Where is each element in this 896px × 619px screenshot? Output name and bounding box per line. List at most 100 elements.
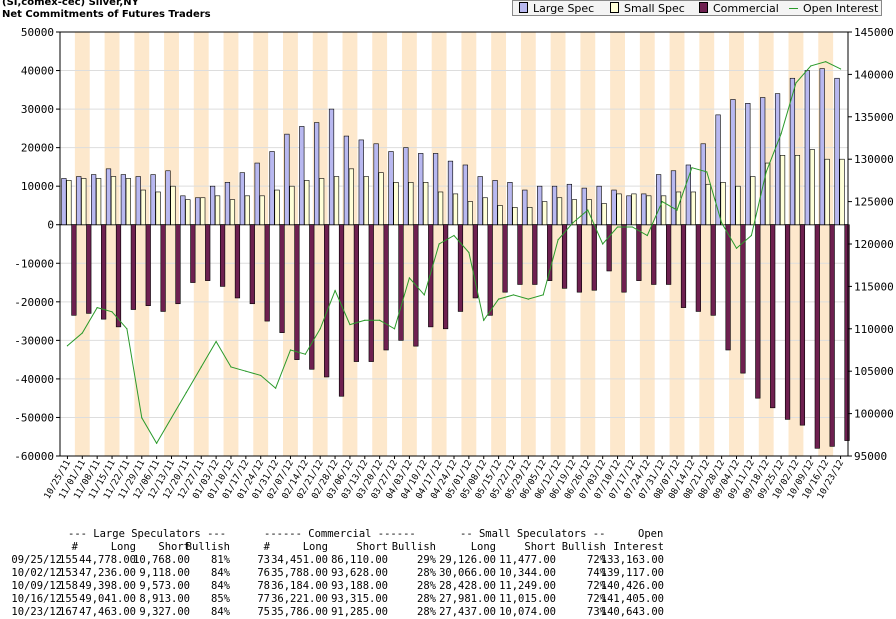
bar-commercial-34 <box>576 224 583 293</box>
open-interest-point-8 <box>185 391 187 393</box>
bar-large-spec-38 <box>626 195 632 226</box>
band-37 <box>610 32 625 456</box>
legend-label-large-spec: Large Spec <box>533 2 595 15</box>
bar-small-spec-28 <box>482 197 488 226</box>
open-interest-point-37 <box>616 226 619 228</box>
bar-large-spec-25 <box>432 153 439 226</box>
table-cell: 34,451.00 <box>271 554 328 566</box>
bar-commercial-35 <box>591 224 597 291</box>
bar-large-spec-1 <box>76 176 82 226</box>
open-interest-point-39 <box>646 234 648 237</box>
bar-commercial-18 <box>338 224 345 397</box>
table-cell: 44,778.00 <box>79 554 136 566</box>
row-date: 10/23/12 <box>11 606 62 618</box>
open-interest-point-11 <box>230 366 232 368</box>
bar-small-spec-50 <box>809 149 815 226</box>
bar-commercial-26 <box>457 224 464 312</box>
table-cell: 9,327.00 <box>139 606 190 618</box>
bar-commercial-5 <box>145 224 151 306</box>
bar-small-spec-35 <box>586 199 592 226</box>
table-cell: 27,437.00 <box>439 606 496 618</box>
bar-small-spec-10 <box>214 195 221 226</box>
band-9 <box>193 32 209 456</box>
bar-commercial-11 <box>234 224 241 299</box>
bar-large-spec-48 <box>774 93 781 226</box>
bar-large-spec-10 <box>209 185 216 226</box>
bar-large-spec-34 <box>566 183 573 226</box>
bar-small-spec-40 <box>661 195 667 226</box>
bar-large-spec-30 <box>507 182 513 226</box>
bar-small-spec-29 <box>497 205 503 226</box>
table-cell: 167 <box>59 606 78 618</box>
table-cell: 76 <box>257 567 270 579</box>
bar-small-spec-31 <box>527 207 533 226</box>
bar-large-spec-16 <box>299 126 305 226</box>
table-cell: 28% <box>417 567 436 579</box>
bar-small-spec-34 <box>571 199 578 226</box>
bar-commercial-20 <box>368 224 374 362</box>
bar-commercial-0 <box>71 224 77 316</box>
table-cell: 35,786.00 <box>271 606 328 618</box>
legend-label-commercial: Commercial <box>713 2 779 15</box>
right-tick-label: 110000 <box>854 323 894 336</box>
legend: Large Spec Small Spec Commercial Open In… <box>512 0 882 16</box>
band-23 <box>401 32 417 456</box>
table-cell: 140,426.00 <box>600 580 664 592</box>
open-interest-point-3 <box>111 311 113 313</box>
open-interest-point-2 <box>96 307 98 309</box>
bar-commercial-19 <box>353 224 359 362</box>
bar-commercial-37 <box>621 224 627 293</box>
bar-large-spec-43 <box>700 143 706 226</box>
right-tick-label: 95000 <box>854 450 887 463</box>
bar-large-spec-14 <box>269 151 275 226</box>
band-21 <box>372 32 388 456</box>
table-cell: 28% <box>417 593 436 605</box>
bar-small-spec-11 <box>229 199 236 226</box>
bar-small-spec-5 <box>140 189 146 226</box>
open-interest-point-9 <box>200 366 202 368</box>
right-tick-label: 130000 <box>854 153 894 166</box>
table-cell: 49,398.00 <box>79 580 136 592</box>
bar-commercial-3 <box>115 224 122 328</box>
open-interest-point-24 <box>423 294 425 296</box>
right-tick-label: 100000 <box>854 408 894 421</box>
open-interest-point-18 <box>334 290 336 292</box>
bar-small-spec-32 <box>542 201 548 226</box>
bar-small-spec-25 <box>437 191 444 226</box>
bar-large-spec-50 <box>804 70 810 226</box>
bar-small-spec-3 <box>110 176 117 226</box>
open-interest-point-52 <box>839 68 842 70</box>
bar-commercial-24 <box>428 224 434 328</box>
left-tick-label: 40000 <box>21 65 54 78</box>
legend-item-open-interest: Open Interest <box>789 2 878 15</box>
bar-small-spec-51 <box>824 158 830 226</box>
column-header: Long <box>302 541 328 553</box>
open-interest-point-48 <box>780 133 782 135</box>
band-3 <box>104 32 120 456</box>
bar-commercial-27 <box>472 224 478 299</box>
left-tick-label: -60000 <box>14 450 54 463</box>
bar-commercial-1 <box>86 224 92 314</box>
band-41 <box>669 32 685 456</box>
bar-small-spec-38 <box>631 193 637 226</box>
bar-large-spec-2 <box>91 174 97 226</box>
left-tick-label: -20000 <box>14 296 54 309</box>
bar-small-spec-13 <box>259 195 265 226</box>
table-cell: 81% <box>211 554 230 566</box>
bar-commercial-47 <box>770 224 776 409</box>
group-header-large-spec: --- Large Speculators --- <box>68 528 227 540</box>
bar-small-spec-43 <box>705 183 711 226</box>
bar-large-spec-39 <box>641 193 647 226</box>
bar-large-spec-44 <box>715 114 721 226</box>
right-axis-ticks: 145000 140000 135000 130000 125000 120000 1150… <box>848 26 894 463</box>
open-interest-point-23 <box>408 277 410 279</box>
bar-commercial-7 <box>175 224 181 305</box>
open-interest-point-13 <box>260 374 262 377</box>
bar-small-spec-8 <box>185 199 191 226</box>
bar-commercial-44 <box>725 224 731 351</box>
band-11 <box>223 32 239 456</box>
open-interest-point-41 <box>676 209 678 211</box>
open-interest-point-21 <box>379 319 381 321</box>
bar-commercial-2 <box>101 224 107 320</box>
bar-large-spec-40 <box>656 174 662 226</box>
